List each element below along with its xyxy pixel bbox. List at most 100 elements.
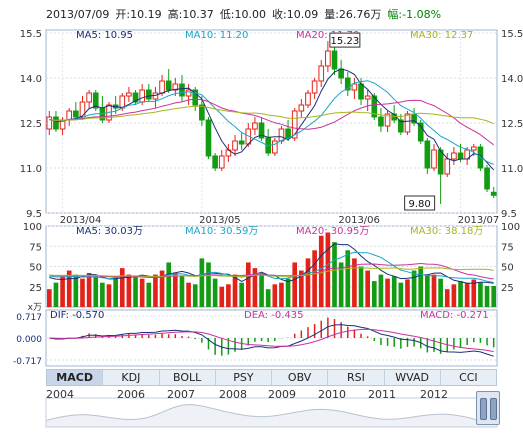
volume-bar [80,278,85,307]
volume-bar [259,272,264,307]
candle-body [484,167,490,190]
volume-bar [153,274,158,307]
year-label: 2007 [167,388,195,401]
volume-bar [226,284,231,307]
volume-bar [219,286,225,307]
volume-bar [173,272,178,307]
volume-bar [471,279,477,307]
candle-body [331,50,338,70]
volume-bar [332,242,337,307]
candle-body [159,80,165,94]
candle-body [457,152,464,160]
quote-close: 收:10.09 [272,8,319,21]
low-annotation-label: 9.80 [408,199,430,210]
candle-body [490,191,497,196]
candle-body [417,122,424,142]
volume-bar [425,274,430,307]
volume-bar [451,284,457,307]
tab-kdj[interactable]: KDJ [103,370,160,385]
y-tick-label: 9.5 [501,209,517,220]
tab-cci[interactable]: CCI [459,371,478,384]
volume-bar [139,278,145,307]
volume-bar [312,250,317,307]
candle-body [364,95,371,100]
volume-bar [73,274,79,307]
candle-body [192,89,199,106]
x-tick-label: 2013/05 [199,215,241,226]
volume-legend-ma20: MA20: 30.95万 [296,226,369,237]
volume-bar [405,279,410,307]
volume-bar [478,282,483,307]
candle-body [132,92,139,103]
macd-y-tick-label: 0.717 [16,313,42,323]
candle-body [358,83,364,100]
high-annotation-box [329,32,361,48]
candle-body [258,122,265,139]
candle-body [378,116,384,127]
volume-y-tick-label: 100 [23,222,42,233]
handle-grip-left[interactable] [480,398,487,420]
tab-macd[interactable]: MACD [47,370,104,385]
volume-bar [325,232,331,307]
candle-body [285,128,291,139]
price-ma20-line [49,98,494,146]
candle-body [344,77,351,91]
volume-bar [166,262,172,307]
quote-change: 幅:-1.08% [387,8,442,21]
year-label: 2012 [420,388,448,401]
volume-bar [46,289,52,307]
volume-bar [438,278,443,307]
range-handle[interactable] [476,391,500,425]
volume-bar [411,270,417,307]
tab-rsi[interactable]: RSI [328,370,385,385]
volume-y-tick-label: 50 [29,263,42,274]
volume-bar [305,258,311,307]
volume-bar [265,289,271,307]
candle-body [199,104,205,121]
candle-body [172,83,179,91]
candle-body [145,89,152,100]
price-legend-ma10: MA10: 11.20 [185,30,248,41]
volume-bar [192,284,198,307]
volume-bar [100,282,105,307]
volume-bar [113,277,118,307]
volume-bar [444,289,450,307]
tab-wvad[interactable]: WVAD [385,370,441,385]
timeline-navigator[interactable]: 2004 2006 2007 2008 2009 2010 2011 2012 [46,388,497,428]
volume-bar [119,268,125,307]
tab-obv[interactable]: OBV [272,370,329,385]
volume-bar [126,274,132,307]
y-tick-label: 15.5 [501,29,523,40]
tab-psy[interactable]: PSY [216,370,272,385]
price-ma10-line [49,80,494,165]
candle-body [86,92,92,103]
handle-grip-right[interactable] [490,398,497,420]
year-label: 2008 [219,388,247,401]
y-tick-label: 14.0 [501,74,523,85]
volume-bar [66,270,72,307]
volume-bar [232,274,238,307]
candle-body [325,50,331,67]
candle-body [351,83,358,91]
volume-ma30-line [49,267,494,278]
tab-boll[interactable]: BOLL [160,370,216,385]
candle-body [305,92,311,106]
y-tick-label: 15.5 [20,29,42,40]
candle-body [278,128,285,142]
price-ma30-line [49,105,494,125]
y-tick-label: 9.5 [26,209,42,220]
y-tick-label: 12.5 [501,119,523,130]
y-tick-label: 11.0 [20,164,42,175]
macd-legend-dif: DIF: -0.570 [50,310,104,321]
quote-low: 低:10.00 [219,8,267,21]
timeline-area [45,404,498,428]
candle-body [311,80,318,94]
high-annotation-label: 15.23 [331,36,360,47]
volume-bar [86,272,92,307]
volume-bar [186,282,191,307]
y-tick-label: 14.0 [20,74,42,85]
volume-bar [391,276,397,307]
volume-bar [385,278,390,307]
candle-body [126,92,132,97]
candle-body [444,158,451,175]
